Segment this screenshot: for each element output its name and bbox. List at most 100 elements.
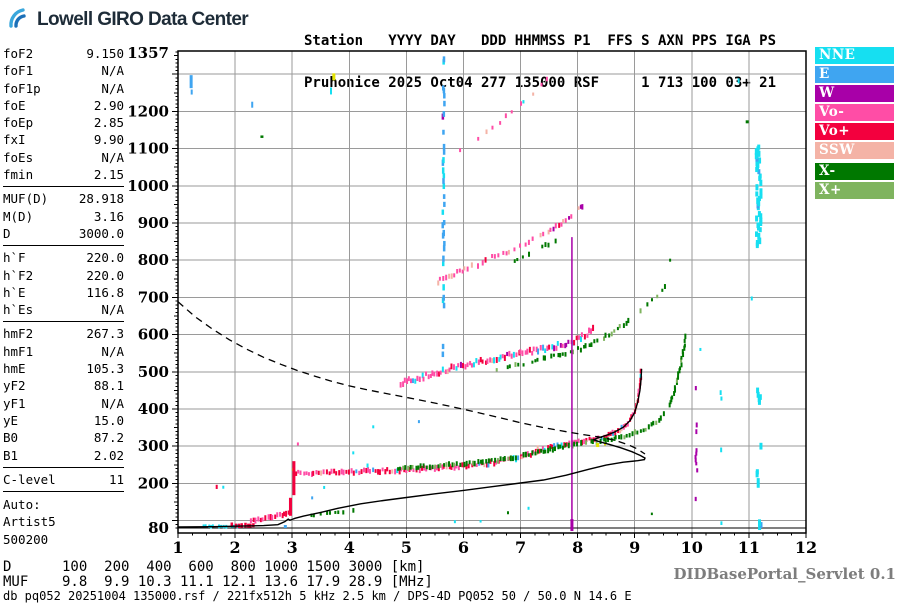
param-value: 2.90 (93, 97, 124, 113)
svg-text:2: 2 (230, 538, 241, 557)
series-hop3-x (513, 238, 557, 263)
parameter-panel: foF2 9.150 foF1 N/A foF1p N/A foE 2.90 foEp 2.85 f… (3, 45, 124, 548)
param-value: 116.8 (86, 284, 124, 300)
param-value: N/A (101, 63, 124, 79)
series-hop3-o (437, 204, 584, 286)
svg-text:5: 5 (401, 538, 412, 557)
param-label: foF1p (3, 80, 41, 96)
param-value: N/A (101, 343, 124, 359)
param-value: N/A (101, 395, 124, 411)
param-label: yE (3, 412, 19, 428)
series-hop2-x (495, 284, 666, 372)
param-value: 220.0 (86, 250, 124, 266)
param-row-yE: yE 15.0 (3, 412, 124, 429)
logo: Lowell GIRO Data Center (8, 6, 249, 34)
param-value: N/A (101, 149, 124, 165)
param-row-h`E: h`E 116.8 (3, 284, 124, 301)
param-label: MUF(D) (3, 191, 49, 207)
svg-text:700: 700 (138, 288, 169, 306)
svg-text:80: 80 (148, 519, 169, 537)
legend-item-X+: X+ (815, 182, 894, 199)
param-group: C-level 11 (3, 471, 124, 493)
param-row-hmF1: hmF1 N/A (3, 343, 124, 360)
series-single-echoes (189, 73, 753, 532)
series-f-trace-o (293, 368, 643, 477)
footer-record-info: db pq052 20251004 135000.rsf / 221fx512h… (3, 589, 632, 603)
series-rfi-column-11.2MHz (754, 144, 763, 531)
param-value: 2.85 (93, 115, 124, 131)
param-label: B0 (3, 430, 19, 446)
series-true-height-profile (177, 368, 646, 528)
param-label: foE (3, 97, 26, 113)
param-value: 88.1 (93, 378, 124, 394)
station-header-values: Pruhonice 2025 Oct04 277 135000 RSF 1 71… (304, 75, 777, 91)
param-label: h`E (3, 284, 26, 300)
param-label: C-level (3, 471, 56, 487)
portal-version: DIDBasePortal_Servlet 0.1 (673, 565, 896, 583)
series-rfi-column-10.1MHz (694, 385, 699, 502)
svg-text:1357: 1357 (127, 44, 169, 62)
param-value: 3.16 (93, 208, 124, 224)
svg-text:600: 600 (138, 326, 169, 344)
param-label: B1 (3, 447, 19, 463)
param-label: hmF2 (3, 326, 34, 342)
param-row-fxI: fxI 9.90 (3, 131, 124, 148)
param-value: 105.3 (86, 361, 124, 377)
param-group: foF2 9.150 foF1 N/A foF1p N/A foE 2.90 foEp 2.85 f… (3, 45, 124, 188)
param-value: 2.02 (93, 447, 124, 463)
svg-text:900: 900 (138, 214, 169, 232)
series-interference-line-7.9MHz (571, 237, 573, 529)
autoscaling-line: 500200 (3, 531, 49, 547)
autoscaling-line: Auto: (3, 497, 41, 513)
param-label: foF2 (3, 46, 34, 61)
param-row-B1: B1 2.02 (3, 447, 124, 464)
param-value: 267.3 (86, 326, 124, 342)
svg-text:200: 200 (138, 474, 169, 492)
param-value: 15.0 (93, 412, 124, 428)
param-label: h`F (3, 250, 26, 266)
param-value: 11 (108, 471, 124, 487)
param-row-foE: foE 2.90 (3, 97, 124, 114)
svg-text:800: 800 (138, 251, 169, 269)
logo-title: Lowell GIRO Data Center (37, 9, 249, 30)
param-row-h`Es: h`Es N/A (3, 301, 124, 318)
svg-text:6: 6 (458, 538, 469, 557)
station-header-columns: Station YYYY DAY DDD HHMMSS P1 FFS S AXN… (304, 33, 777, 49)
param-group: MUF(D) 28.918 M(D) 3.16 D 3000.0 (3, 190, 124, 247)
param-row-M(D): M(D) 3.16 (3, 208, 124, 225)
legend-item-W: W (815, 85, 894, 102)
svg-text:500: 500 (138, 363, 169, 381)
svg-text:1000: 1000 (127, 177, 169, 195)
distance-row: D 100 200 400 600 800 1000 1500 3000 [km… (3, 559, 425, 575)
legend-item-Vo-: Vo- (815, 104, 894, 121)
param-value: 220.0 (86, 267, 124, 283)
param-row-hmF2: hmF2 267.3 (3, 325, 124, 342)
param-row-foEs: foEs N/A (3, 149, 124, 166)
param-row-foF1p: foF1p N/A (3, 80, 124, 97)
muf-row: MUF 9.8 9.9 10.3 11.1 12.1 13.6 17.9 28.… (3, 574, 433, 590)
autoscaling-line: Artist5 (3, 514, 56, 530)
series-rfi-column-10.5MHz (719, 390, 723, 525)
legend-item-E: E (815, 66, 894, 83)
series-e-trace-o (249, 510, 290, 524)
param-label: yF1 (3, 395, 26, 411)
param-label: D (3, 225, 11, 241)
svg-text:3: 3 (287, 538, 298, 557)
svg-text:1200: 1200 (127, 102, 169, 120)
param-row-hmE: hmE 105.3 (3, 360, 124, 377)
param-label: foEs (3, 149, 34, 165)
giro-wave-icon (8, 6, 34, 34)
param-group: hmF2 267.3 hmF1 N/A hmE 105.3 yF2 88.1 yF1 N/A yE 1… (3, 325, 124, 468)
param-label: M(D) (3, 208, 34, 224)
series-hop4-o (459, 76, 548, 153)
param-value: 3000.0 (78, 225, 124, 241)
svg-text:11: 11 (738, 538, 760, 557)
svg-text:300: 300 (138, 437, 169, 455)
param-group: h`F 220.0 h`F2 220.0 h`E 116.8 h`Es N/A (3, 249, 124, 323)
param-label: yF2 (3, 378, 26, 394)
param-label: h`F2 (3, 267, 34, 283)
param-value: N/A (101, 80, 124, 96)
param-label: fmin (3, 167, 34, 183)
